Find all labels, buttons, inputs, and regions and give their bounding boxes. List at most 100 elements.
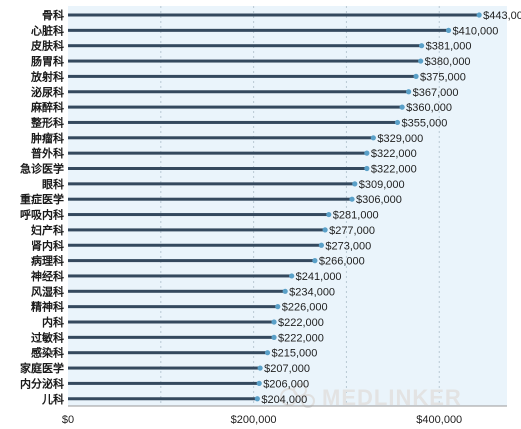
bar: [68, 90, 409, 94]
value-label: $266,000: [319, 256, 365, 268]
category-label: 麻醉科: [30, 100, 64, 114]
bar-end-marker: [326, 211, 332, 218]
category-label: 皮肤科: [30, 39, 64, 53]
value-label: $380,000: [425, 56, 471, 68]
bar-end-marker: [418, 58, 424, 64]
category-label: 急诊医学: [20, 162, 64, 176]
value-label: $234,000: [289, 286, 335, 298]
category-label: 病理科: [31, 254, 64, 268]
category-label: 儿科: [41, 392, 64, 406]
medlinker-logo-icon: [280, 383, 315, 408]
bar-end-marker: [322, 227, 328, 233]
bar: [68, 289, 286, 293]
value-label: $215,000: [272, 348, 318, 360]
bar-end-marker: [271, 334, 277, 340]
bar-end-marker: [282, 288, 288, 294]
value-label: $273,000: [325, 240, 371, 252]
category-label: 感染科: [31, 346, 64, 360]
bar: [68, 320, 275, 324]
bar: [68, 381, 260, 385]
value-label: $306,000: [356, 194, 402, 206]
category-label: 精神科: [31, 300, 64, 314]
value-label: $322,000: [371, 164, 417, 176]
bar-end-marker: [370, 135, 376, 141]
value-label: $375,000: [420, 71, 466, 83]
bar-end-marker: [394, 119, 401, 126]
grid-lines: [160, 6, 440, 406]
category-label: 内分泌科: [20, 376, 64, 390]
category-label: 家庭医学: [20, 361, 64, 375]
bar-end-marker: [364, 165, 370, 172]
bar: [68, 74, 417, 78]
value-label: $309,000: [359, 179, 405, 191]
bar: [68, 397, 258, 401]
category-label: 风湿科: [31, 284, 64, 298]
x-axis: $0 $200,000 $400,000: [62, 405, 507, 426]
category-label: 整形科: [30, 115, 64, 129]
bar-end-marker: [254, 396, 260, 402]
value-label: $381,000: [426, 41, 472, 53]
category-label: 普外科: [31, 146, 64, 160]
value-label: $222,000: [278, 332, 324, 344]
bar-end-marker: [399, 104, 405, 110]
category-label: 心脏科: [31, 23, 64, 37]
value-label: $222,000: [278, 317, 324, 329]
bar: [68, 243, 322, 247]
bar: [68, 335, 275, 339]
bar: [68, 59, 421, 63]
bars-layer: 骨科 $443,000 心脏科 $410,000 皮肤科 $381,000 肠胃科 $380,…: [20, 8, 521, 406]
bar: [68, 366, 261, 370]
bar: [68, 120, 398, 124]
value-label: $206,000: [263, 378, 309, 390]
bar: [68, 274, 292, 278]
bar: [68, 136, 374, 140]
category-label: 眼科: [42, 177, 64, 191]
bar: [68, 259, 315, 263]
category-label: 肾内科: [31, 238, 64, 252]
bar-end-marker: [257, 365, 263, 371]
bar-end-marker: [275, 304, 281, 310]
category-label: 妇产科: [30, 223, 64, 237]
bar-end-marker: [289, 273, 295, 279]
bar: [68, 197, 353, 201]
value-label: $322,000: [371, 148, 417, 160]
value-label: $367,000: [413, 87, 459, 99]
bar-end-marker: [413, 73, 419, 79]
category-label: 肠胃科: [31, 54, 64, 68]
bar: [68, 351, 268, 355]
bar-end-marker: [264, 350, 271, 356]
bar: [68, 28, 449, 32]
value-label: $329,000: [377, 133, 423, 145]
bar: [68, 44, 422, 48]
bar-end-marker: [364, 150, 370, 156]
category-label: 神经科: [31, 269, 64, 283]
bar-end-marker: [419, 43, 425, 49]
bar: [68, 182, 355, 186]
category-label: 内科: [42, 315, 64, 329]
x-tick-label: $400,000: [416, 414, 462, 426]
bar: [68, 167, 367, 170]
bar: [68, 305, 278, 309]
bar-end-marker: [349, 196, 355, 202]
bar: [68, 213, 329, 217]
x-tick-label: $200,000: [231, 414, 277, 426]
value-label: $226,000: [282, 302, 328, 314]
value-label: $355,000: [401, 117, 447, 129]
category-label: 重症医学: [20, 192, 64, 206]
bar-end-marker: [271, 319, 277, 325]
value-label: $207,000: [264, 363, 310, 375]
x-tick-label: $0: [62, 414, 74, 426]
category-label: 肿瘤科: [31, 131, 64, 145]
value-label: $281,000: [333, 210, 379, 222]
bar-end-marker: [476, 12, 482, 18]
bar: [68, 13, 480, 17]
category-label: 骨科: [42, 8, 64, 22]
bar: [68, 151, 367, 155]
value-label: $360,000: [406, 102, 452, 114]
value-label: $241,000: [296, 271, 342, 283]
category-label: 泌尿科: [31, 85, 64, 99]
value-label: $277,000: [329, 225, 375, 237]
category-label: 过敏科: [31, 330, 64, 344]
category-label: 放射科: [30, 69, 64, 83]
